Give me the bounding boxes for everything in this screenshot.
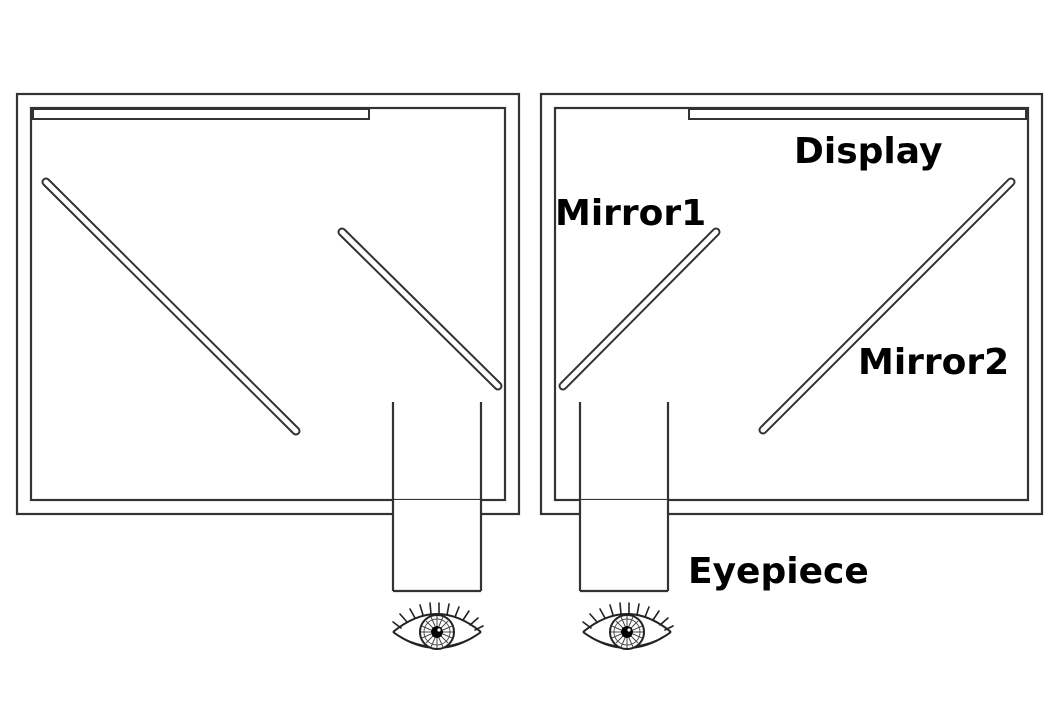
left-enclosure-outer-wall — [15, 92, 521, 516]
mirror1-label: Mirror1 — [555, 193, 706, 234]
right-enclosure-inner-wall — [553, 106, 1030, 502]
left-enclosure — [15, 92, 521, 516]
display-label: Display — [794, 131, 942, 172]
eyepiece-label: Eyepiece — [688, 551, 869, 592]
right-display-panel — [688, 108, 1027, 120]
right-enclosure — [539, 92, 1044, 516]
right-eyepiece — [578, 402, 670, 593]
left-display-panel — [32, 108, 370, 120]
left-enclosure-inner-wall — [29, 106, 507, 502]
mirror2 — [760, 179, 1014, 433]
left-eye-icon — [392, 602, 484, 650]
left-mirror-b — [339, 229, 501, 389]
left-mirror-a — [43, 179, 299, 434]
left-eyepiece — [391, 402, 483, 593]
mirror2-label: Mirror2 — [858, 342, 1009, 383]
right-eye-icon — [582, 602, 674, 650]
right-enclosure-outer-wall — [539, 92, 1044, 516]
mirror1 — [560, 229, 719, 389]
